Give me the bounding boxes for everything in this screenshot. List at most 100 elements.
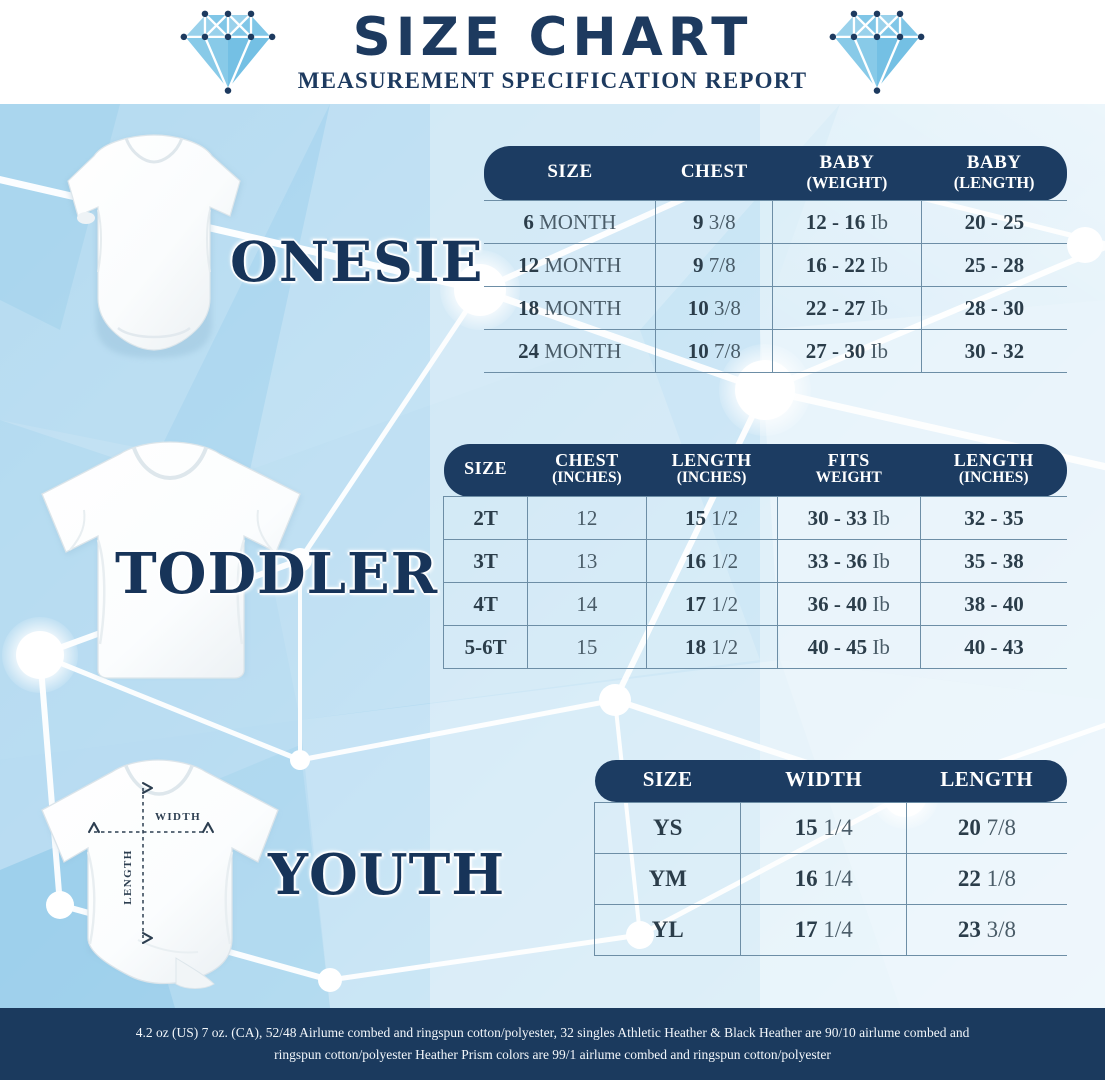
table-cell: 30 - 33 Ib — [777, 496, 921, 541]
category-label-onesie: ONESIE — [230, 229, 484, 294]
table-header-row: SIZE CHEST (INCHES) LENGTH (INCHES) FITS… — [443, 444, 1067, 497]
table-cell: 30 - 32 — [921, 329, 1067, 374]
table-row: 18 MONTH 10 3/8 22 - 27 Ib 28 - 30 — [484, 286, 1067, 331]
column-header-main: LENGTH — [940, 767, 1034, 792]
table-row: 6 MONTH 9 3/8 12 - 16 Ib 20 - 25 — [484, 200, 1067, 245]
table-cell: 38 - 40 — [920, 582, 1067, 627]
onesie-size-table: SIZE CHEST BABY (WEIGHT) BABY (LENGTH) — [484, 146, 1067, 374]
column-header: LENGTH — [906, 760, 1067, 802]
table-cell: 6 MONTH — [484, 200, 657, 245]
column-header: BABY (WEIGHT) — [772, 146, 922, 201]
table-cell: 18 1/2 — [646, 625, 778, 670]
table-cell: 15 1/4 — [740, 801, 907, 854]
table-cell: 12 — [527, 496, 647, 541]
column-header: FITS WEIGHT — [777, 444, 921, 497]
column-header: CHEST — [655, 146, 773, 201]
page-title: SIZE CHART — [352, 6, 753, 68]
table-header-row: SIZE WIDTH LENGTH — [594, 760, 1067, 802]
column-header-sub: (INCHES) — [958, 469, 1029, 487]
table-cell: 14 — [527, 582, 647, 627]
table-cell: 13 — [527, 539, 647, 584]
page-footer: 4.2 oz (US) 7 oz. (CA), 52/48 Airlume co… — [0, 1008, 1105, 1080]
toddler-size-table: SIZE CHEST (INCHES) LENGTH (INCHES) FITS… — [442, 444, 1067, 670]
table-cell: 40 - 45 Ib — [777, 625, 921, 670]
table-header-row: SIZE CHEST BABY (WEIGHT) BABY (LENGTH) — [484, 146, 1067, 201]
table-row: 3T 13 16 1/2 33 - 36 Ib 35 - 38 — [442, 539, 1067, 584]
table-cell: 25 - 28 — [921, 243, 1067, 288]
table-row: 24 MONTH 10 7/8 27 - 30 Ib 30 - 32 — [484, 329, 1067, 374]
table-cell: 5-6T — [442, 625, 529, 670]
onesie-table-body: 6 MONTH 9 3/8 12 - 16 Ib 20 - 25 12 MONT… — [484, 200, 1067, 374]
column-header-main: BABY — [819, 152, 875, 173]
table-cell: YS — [593, 801, 742, 854]
category-label-youth: YOUTH — [268, 842, 506, 908]
table-cell: 16 1/2 — [646, 539, 778, 584]
column-header-sub: WEIGHT — [815, 469, 882, 487]
column-header: SIZE — [594, 760, 741, 802]
page-subtitle: MEASUREMENT SPECIFICATION REPORT — [297, 67, 808, 93]
table-cell: 12 MONTH — [484, 243, 657, 288]
column-header: CHEST (INCHES) — [527, 444, 647, 497]
table-cell: 9 7/8 — [655, 243, 774, 288]
table-cell: 10 7/8 — [655, 329, 774, 374]
column-header: SIZE — [484, 146, 656, 201]
column-header-main: LENGTH — [671, 450, 752, 470]
column-header-main: SIZE — [642, 767, 693, 792]
table-cell: 15 1/2 — [646, 496, 778, 541]
onesie-garment-image — [28, 122, 278, 382]
column-header-sub: (INCHES) — [552, 469, 622, 487]
table-cell: 27 - 30 Ib — [772, 329, 922, 374]
table-cell: 2T — [442, 496, 529, 541]
table-cell: 9 3/8 — [655, 200, 774, 245]
column-header-sub: (WEIGHT) — [806, 172, 888, 192]
table-cell: 12 - 16 Ib — [772, 200, 922, 245]
table-cell: YL — [593, 904, 742, 956]
footer-line-1: 4.2 oz (US) 7 oz. (CA), 52/48 Airlume co… — [135, 1024, 970, 1040]
table-cell: 4T — [442, 582, 529, 627]
length-measurement-label: LENGTH — [122, 849, 134, 904]
table-row: YM 16 1/4 22 1/8 — [593, 853, 1067, 905]
youth-table-body: YS 15 1/4 20 7/8 YM 16 1/4 22 1/8 YL 17 … — [593, 801, 1067, 956]
youth-size-table: SIZE WIDTH LENGTH YS 15 1/4 20 7/8 — [593, 760, 1067, 956]
table-row: 12 MONTH 9 7/8 16 - 22 Ib 25 - 28 — [484, 243, 1067, 288]
table-row: 4T 14 17 1/2 36 - 40 Ib 38 - 40 — [442, 582, 1067, 627]
table-cell: 20 - 25 — [921, 200, 1067, 245]
table-cell: 17 1/2 — [646, 582, 778, 627]
page-header: SIZE CHART MEASUREMENT SPECIFICATION REP… — [0, 0, 1105, 104]
toddler-garment-image — [22, 432, 322, 702]
table-cell: 18 MONTH — [484, 286, 657, 331]
column-header-main: CHEST — [680, 160, 748, 182]
table-cell: 22 - 27 Ib — [772, 286, 922, 331]
column-header: LENGTH (INCHES) — [920, 444, 1067, 497]
diamond-icon-right — [829, 10, 925, 94]
column-header-sub: (LENGTH) — [953, 172, 1035, 192]
column-header: SIZE — [443, 444, 528, 497]
table-row: YL 17 1/4 23 3/8 — [593, 904, 1067, 956]
column-header-main: BABY — [966, 152, 1022, 173]
table-row: 5-6T 15 18 1/2 40 - 45 Ib 40 - 43 — [442, 625, 1067, 670]
toddler-table-body: 2T 12 15 1/2 30 - 33 Ib 32 - 35 3T 13 16… — [442, 496, 1067, 670]
table-cell: 40 - 43 — [920, 625, 1067, 670]
table-cell: 15 — [527, 625, 647, 670]
table-cell: 24 MONTH — [484, 329, 657, 374]
column-header-main: SIZE — [547, 160, 593, 182]
table-cell: 22 1/8 — [906, 853, 1067, 905]
column-header: LENGTH (INCHES) — [646, 444, 778, 497]
column-header-main: LENGTH — [953, 450, 1034, 470]
table-cell: 35 - 38 — [920, 539, 1067, 584]
table-cell: 17 1/4 — [740, 904, 907, 956]
table-cell: 23 3/8 — [906, 904, 1067, 956]
table-cell: 33 - 36 Ib — [777, 539, 921, 584]
column-header-main: WIDTH — [785, 767, 863, 792]
column-header-sub: (INCHES) — [676, 469, 747, 487]
youth-garment-image: WIDTH LENGTH — [26, 752, 294, 1002]
category-label-toddler: TODDLER — [115, 541, 439, 607]
column-header-main: SIZE — [464, 458, 508, 479]
table-row: YS 15 1/4 20 7/8 — [593, 801, 1067, 854]
table-cell: 28 - 30 — [921, 286, 1067, 331]
table-cell: 16 1/4 — [740, 853, 907, 905]
width-measurement-label: WIDTH — [155, 811, 201, 823]
table-cell: 32 - 35 — [920, 496, 1067, 541]
column-header: WIDTH — [740, 760, 907, 802]
